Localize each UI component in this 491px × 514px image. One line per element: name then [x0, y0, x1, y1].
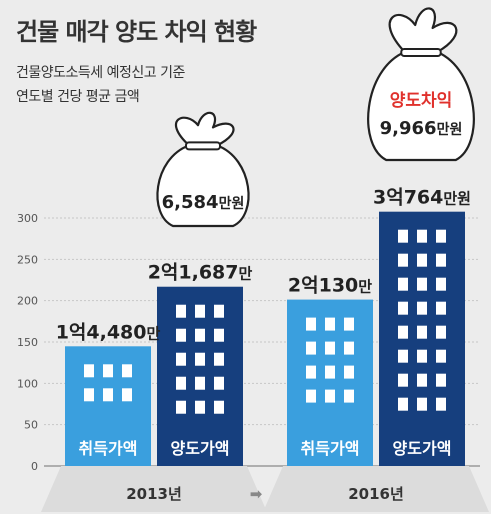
bar-window [306, 365, 316, 379]
bar-window [417, 229, 427, 243]
bar-value-label: 3억764만원 [373, 187, 471, 209]
bar-window [306, 317, 316, 331]
bar-window [398, 349, 408, 363]
bar-window [417, 373, 427, 387]
chart-subtitle-line2: 연도별 건당 평균 금액 [16, 89, 140, 105]
bar-window [176, 328, 186, 342]
bar-value-label: 1억4,480만 [56, 321, 161, 343]
bar-window [84, 388, 94, 402]
bar-window [214, 400, 224, 414]
bar-window [325, 389, 335, 403]
gain-value-label: 9,966만원 [380, 118, 463, 139]
ground-shadow [263, 466, 489, 512]
year-label: 2013년 [126, 485, 182, 503]
gain-title-label: 양도차익 [390, 91, 453, 111]
bar-window [398, 253, 408, 267]
bag-knot [175, 111, 235, 147]
year-label: 2016년 [348, 485, 404, 503]
arrow-icon: ➡ [250, 485, 263, 503]
bar-window [436, 277, 446, 291]
bar-window [398, 277, 408, 291]
bar-window [344, 365, 354, 379]
bar-window [176, 304, 186, 318]
gain-value-label: 6,584만원 [162, 192, 245, 213]
bar [379, 211, 465, 466]
bar-window [398, 325, 408, 339]
money-bags: 6,584만원 양도차익 9,966만원 [156, 7, 475, 228]
bar-window [325, 341, 335, 355]
bag-knot [388, 7, 458, 53]
bar-value-label: 2억130만 [288, 275, 372, 297]
money-bag-icon: 6,584만원 [156, 111, 250, 228]
bar-window [344, 341, 354, 355]
bar-name-label: 양도가액 [393, 439, 452, 458]
bar-value-label: 2억1,687만 [148, 262, 253, 284]
bar-window [84, 364, 94, 378]
bar-window [195, 400, 205, 414]
y-tick-label: 50 [24, 419, 38, 432]
y-tick-label: 200 [17, 295, 38, 308]
bar-window [214, 328, 224, 342]
bar-window [436, 397, 446, 411]
bar-window [398, 373, 408, 387]
bar-window [103, 364, 113, 378]
chart-title: 건물 매각 양도 차익 현황 [16, 18, 257, 46]
bar-window [195, 376, 205, 390]
bar-window [417, 253, 427, 267]
bar-window [398, 301, 408, 315]
bar-window [344, 317, 354, 331]
bag-tie [400, 48, 442, 57]
y-tick-label: 300 [17, 212, 38, 225]
bar-name-label: 취득가액 [79, 439, 138, 458]
bar-window [214, 376, 224, 390]
bar-window [306, 389, 316, 403]
bar-window [398, 229, 408, 243]
bar-window [214, 352, 224, 366]
bar-window [176, 400, 186, 414]
bar-window [436, 373, 446, 387]
bar-window [417, 397, 427, 411]
bar-window [436, 253, 446, 267]
bar-window [436, 301, 446, 315]
y-tick-label: 100 [17, 377, 38, 390]
bar-window [176, 352, 186, 366]
bars [65, 211, 465, 466]
bar-name-label: 취득가액 [301, 439, 360, 458]
bag-body [367, 50, 475, 162]
bar-window [195, 304, 205, 318]
ground-shadow [41, 466, 267, 512]
y-tick-label: 250 [17, 253, 38, 266]
ground-shadows [41, 466, 489, 512]
bar-window [103, 388, 113, 402]
bar-window [122, 388, 132, 402]
bar-window [417, 325, 427, 339]
bar-window [325, 365, 335, 379]
money-bag-icon: 양도차익 9,966만원 [367, 7, 475, 162]
bar-window [176, 376, 186, 390]
bar-window [344, 389, 354, 403]
bar-window [195, 352, 205, 366]
bar-window [436, 229, 446, 243]
bar-window [398, 397, 408, 411]
bar-window [214, 304, 224, 318]
bar-window [122, 364, 132, 378]
y-tick-label: 150 [17, 336, 38, 349]
bar-window [436, 349, 446, 363]
bar-window [325, 317, 335, 331]
bar-window [195, 328, 205, 342]
bar-window [417, 301, 427, 315]
bar-window [417, 349, 427, 363]
bar-window [436, 325, 446, 339]
bar-window [417, 277, 427, 291]
chart-subtitle-line1: 건물양도소득세 예정신고 기준 [16, 65, 185, 81]
bag-tie [185, 141, 221, 151]
y-tick-label: 0 [31, 460, 38, 473]
bar-name-label: 양도가액 [171, 439, 230, 458]
bar-window [306, 341, 316, 355]
year-labels: 2013년 2016년 ➡ [126, 485, 404, 503]
bag-body [156, 144, 250, 228]
